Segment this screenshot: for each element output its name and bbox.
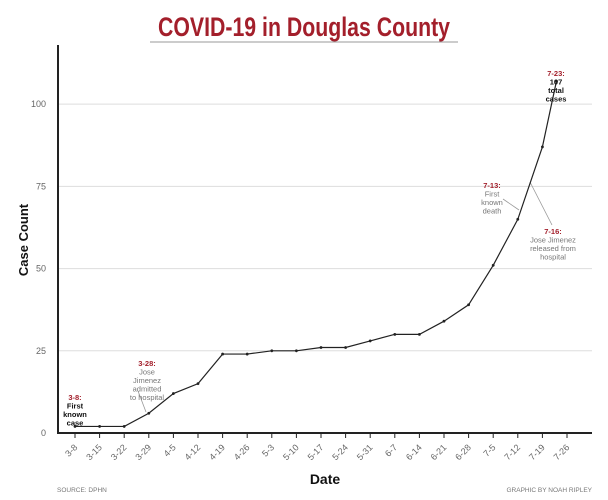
annotation-leader <box>529 181 553 226</box>
annotation-date: 7-13: <box>483 181 501 190</box>
x-tick-label: 7-12 <box>502 442 522 462</box>
source-note: SOURCE: DPHN <box>57 487 107 494</box>
annotation-text: known <box>63 410 87 419</box>
annotation-text: released from <box>530 244 576 253</box>
annotation-text: death <box>483 207 502 216</box>
data-point <box>221 352 225 356</box>
data-point <box>270 349 274 353</box>
annotation-text: First <box>485 190 500 199</box>
chart-title: COVID-19 in Douglas County <box>158 12 450 42</box>
annotation-leader <box>137 390 147 413</box>
data-point <box>442 319 446 323</box>
x-tick-label: 5-31 <box>355 442 375 462</box>
annotation-text: case <box>67 419 84 428</box>
data-point <box>122 425 126 428</box>
annotation-date: 3-8: <box>68 393 81 402</box>
x-tick-label: 3-8 <box>63 442 79 458</box>
y-tick-label: 25 <box>36 346 46 356</box>
y-tick-label: 100 <box>31 99 46 109</box>
x-tick-label: 5-3 <box>260 442 276 458</box>
data-point <box>418 332 421 336</box>
data-point <box>98 425 101 428</box>
x-tick-label: 6-28 <box>453 442 473 462</box>
data-point <box>516 217 520 221</box>
x-tick-label: 5-24 <box>330 442 350 462</box>
x-tick-label: 6-21 <box>429 442 449 462</box>
annotation-text: hospital <box>540 253 566 262</box>
data-point <box>73 425 77 428</box>
data-point <box>295 349 298 353</box>
annotation-text: 107 <box>550 78 563 87</box>
data-point <box>491 263 495 267</box>
data-point <box>393 332 397 336</box>
y-axis-label: Case Count <box>16 203 31 276</box>
annotation-text: cases <box>546 95 567 104</box>
series-points <box>73 79 558 428</box>
x-tick-label: 5-10 <box>281 442 301 462</box>
y-tick-label: 75 <box>36 181 46 191</box>
annotation-date: 7-16: <box>544 227 562 236</box>
x-tick-label: 3-15 <box>84 442 104 462</box>
x-tick-label: 3-29 <box>133 442 153 462</box>
x-tick-label: 4-12 <box>183 442 203 462</box>
x-tick-labels: 3-8 3-15 3-22 3-29 4-5 4-12 4-19 4-26 5-3 5-10 5-1… <box>63 433 571 462</box>
data-point <box>245 352 249 356</box>
data-point <box>555 79 558 83</box>
x-tick-label: 4-19 <box>207 442 227 462</box>
annotations: 3-8:Firstknowncase3-28:JoseJimenezadmitt… <box>63 69 576 428</box>
annotation-text: total <box>548 86 564 95</box>
x-axis-label: Date <box>310 471 341 487</box>
annotation-text: First <box>67 402 84 411</box>
x-tick-label: 6-14 <box>404 442 424 462</box>
gridlines <box>58 103 592 352</box>
x-tick-label: 4-5 <box>162 442 178 458</box>
annotation-date: 3-28: <box>138 359 156 368</box>
x-tick-label: 7-5 <box>481 442 497 458</box>
x-tick-label: 7-19 <box>527 442 547 462</box>
y-tick-label: 0 <box>41 428 46 438</box>
data-point <box>368 339 372 343</box>
annotation-text: Jose Jimenez <box>530 236 576 245</box>
x-tick-label: 4-26 <box>232 442 252 462</box>
data-point <box>172 392 175 395</box>
data-point <box>541 145 544 149</box>
y-tick-label: 50 <box>36 264 46 274</box>
x-tick-label: 7-26 <box>552 442 572 462</box>
annotation-leader <box>502 198 520 211</box>
annotation-text: to hospital <box>130 393 165 402</box>
x-tick-label: 5-17 <box>306 442 326 462</box>
x-tick-label: 6-7 <box>383 442 399 458</box>
annotation-leaders <box>137 181 553 413</box>
credit-note: GRAPHIC BY NOAH RIPLEY <box>507 487 593 494</box>
data-point <box>467 303 470 307</box>
annotation-text: known <box>481 198 503 207</box>
data-point <box>147 411 151 415</box>
annotation-text: admitted <box>133 385 162 394</box>
annotation-text: Jose <box>139 368 155 377</box>
y-tick-labels: 0 25 50 75 100 <box>31 99 46 438</box>
x-tick-label: 3-22 <box>109 442 129 462</box>
data-point <box>196 382 200 386</box>
data-point <box>344 346 347 349</box>
annotation-date: 7-23: <box>547 69 565 78</box>
annotation-text: Jimenez <box>133 376 161 385</box>
data-point <box>319 346 323 349</box>
